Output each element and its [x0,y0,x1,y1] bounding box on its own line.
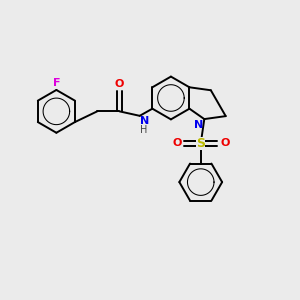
Text: O: O [172,139,182,148]
Text: O: O [220,139,230,148]
Text: N: N [140,116,149,126]
Text: F: F [52,78,60,88]
Text: S: S [196,137,205,150]
Text: O: O [115,79,124,89]
Text: N: N [194,120,204,130]
Text: H: H [140,125,148,135]
